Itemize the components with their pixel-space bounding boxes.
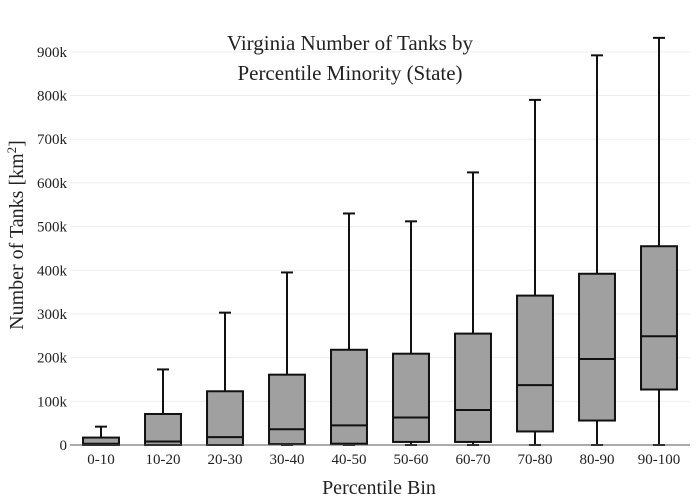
y-axis-title: Number of Tanks [km2] (4, 140, 28, 330)
box-iqr (454, 332, 492, 443)
box-iqr (144, 412, 182, 447)
y-axis-title-end: ] (6, 140, 28, 147)
y-tick-label: 500k (37, 220, 68, 236)
box-0-10 (82, 425, 120, 446)
x-tick-label: 20-30 (208, 452, 243, 468)
y-tick-label: 800k (37, 89, 68, 105)
box-10-20 (144, 368, 182, 447)
box-30-40 (268, 271, 306, 446)
box-iqr (268, 373, 306, 446)
chart-title-line-2: Percentile Minority (State) (237, 61, 462, 85)
x-tick-label: 50-60 (394, 452, 429, 468)
x-tick-label: 80-90 (580, 452, 615, 468)
x-tick-label: 30-40 (270, 452, 305, 468)
box-90-100 (640, 36, 678, 446)
y-tick-label: 200k (37, 351, 68, 367)
y-axis-title-sup: 2 (4, 147, 19, 154)
box-iqr (206, 390, 244, 447)
x-tick-label: 90-100 (638, 452, 681, 468)
box-iqr (392, 352, 430, 443)
box-60-70 (454, 171, 492, 446)
y-tick-label: 900k (37, 45, 68, 61)
gridlines (70, 51, 690, 402)
box-20-30 (206, 311, 244, 447)
x-tick-label: 10-20 (146, 452, 181, 468)
y-tick-label: 400k (37, 263, 68, 279)
y-tick-label: 0 (60, 438, 68, 454)
y-tick-label: 100k (37, 394, 68, 410)
box-iqr (640, 245, 678, 391)
y-tick-labels: 0 100k 200k 300k 400k 500k 600k 700k 800k 900k (37, 45, 68, 454)
box-series (82, 36, 678, 447)
x-tick-label: 40-50 (332, 452, 367, 468)
y-tick-label: 700k (37, 132, 68, 148)
box-iqr (516, 294, 554, 433)
x-tick-label: 70-80 (518, 452, 553, 468)
box-50-60 (392, 220, 430, 446)
y-tick-label: 600k (37, 176, 68, 192)
box-40-50 (330, 212, 368, 446)
x-tick-label: 60-70 (456, 452, 491, 468)
box-70-80 (516, 98, 554, 446)
box-iqr (330, 348, 368, 445)
box-iqr (578, 272, 616, 422)
chart-title-line-1: Virginia Number of Tanks by (227, 31, 474, 55)
x-tick-labels: 0-10 10-20 20-30 30-40 40-50 50-60 60-70 70-80 8… (87, 452, 680, 468)
x-tick-label: 0-10 (87, 452, 115, 468)
box-80-90 (578, 54, 616, 446)
x-axis-title: Percentile Bin (322, 477, 436, 499)
y-tick-label: 300k (37, 307, 68, 323)
y-axis-title-main: Number of Tanks [km (6, 153, 28, 330)
